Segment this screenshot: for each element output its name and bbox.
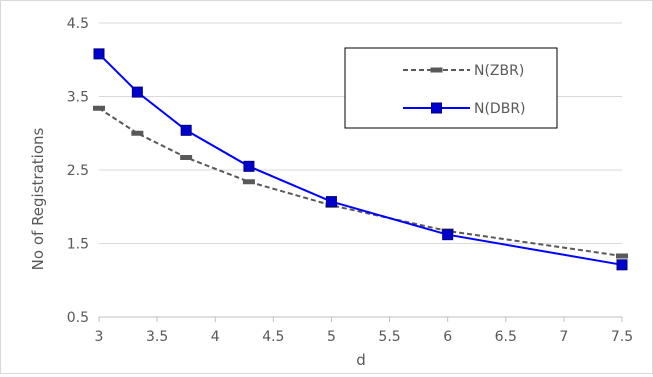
x-tick-label-8: 7 — [559, 329, 568, 345]
data-point-0-3 — [242, 179, 255, 185]
data-point-1-0 — [93, 48, 105, 60]
x-tick-label-5: 5.5 — [378, 329, 400, 345]
series-1 — [93, 48, 628, 271]
data-point-0-1 — [131, 130, 144, 136]
legend-marker-1 — [431, 102, 442, 114]
data-point-1-3 — [243, 160, 255, 172]
x-tick-label-4: 5 — [327, 329, 336, 345]
y-tick-label-2: 2.5 — [67, 163, 89, 179]
x-tick-label-3: 4.5 — [262, 329, 284, 345]
x-tick-label-2: 4 — [211, 329, 220, 345]
series-0 — [93, 105, 628, 259]
x-tick-label-7: 6.5 — [495, 329, 517, 345]
data-point-1-6 — [616, 259, 628, 271]
x-tick-label-1: 3.5 — [146, 329, 168, 345]
y-tick-label-1: 1.5 — [67, 237, 89, 253]
legend-label-0: N(ZBR) — [474, 63, 524, 79]
legend-label-1: N(DBR) — [474, 101, 526, 117]
y-tick-label-3: 3.5 — [67, 90, 89, 106]
series-layer — [93, 48, 628, 271]
legend-marker-0 — [430, 67, 443, 73]
data-point-1-2 — [180, 124, 192, 136]
data-point-0-6 — [616, 253, 628, 259]
data-point-1-5 — [442, 229, 454, 241]
data-point-1-1 — [131, 86, 143, 98]
x-tick-label-6: 6 — [443, 329, 452, 345]
legend: N(ZBR) N(DBR) — [344, 47, 558, 129]
y-tick-label-4: 4.5 — [67, 16, 89, 32]
data-point-0-0 — [93, 105, 105, 111]
x-axis-label: d — [356, 351, 366, 369]
y-tick-label-0: 0.5 — [67, 310, 89, 326]
series-line-0 — [98, 107, 623, 257]
y-axis-label: No of Registrations — [29, 127, 47, 270]
data-point-1-4 — [325, 196, 337, 208]
legend-box — [344, 47, 558, 129]
x-tick-label-9: 7.5 — [611, 329, 633, 345]
data-point-0-2 — [180, 155, 193, 161]
axes: 0.5 1.5 2.5 3.5 4.5 3 3.5 4 4.5 5 5.5 6 6.5 7 7.5 — [67, 16, 633, 345]
x-tick-label-0: 3 — [95, 329, 104, 345]
